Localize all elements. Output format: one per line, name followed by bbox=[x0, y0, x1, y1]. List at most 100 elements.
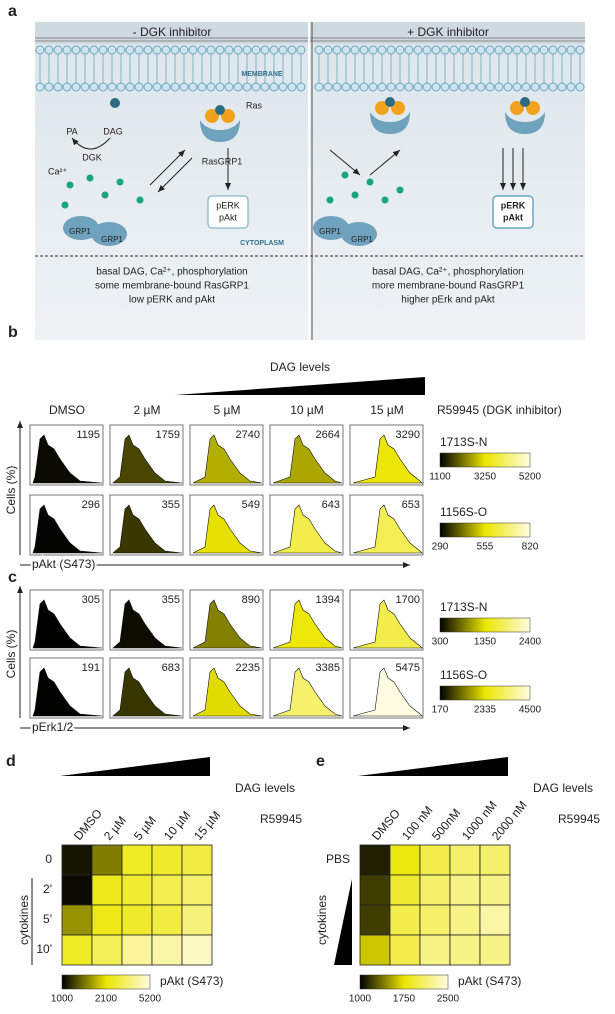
lipid-head bbox=[503, 82, 513, 92]
lipid-head bbox=[116, 45, 126, 55]
arrow bbox=[369, 149, 401, 176]
heatmap-cell bbox=[91, 904, 123, 936]
heatmap-cell bbox=[181, 874, 213, 906]
colorbar bbox=[439, 452, 531, 468]
heatmap-cell bbox=[449, 934, 481, 966]
lipid-head bbox=[377, 82, 387, 92]
lipid-head bbox=[440, 82, 450, 92]
heatmap-cell bbox=[121, 844, 153, 876]
histogram bbox=[352, 599, 423, 649]
value-label: 549 bbox=[242, 499, 260, 511]
grp1 bbox=[313, 216, 349, 240]
colorbar-tick-label: 5200 bbox=[519, 472, 542, 483]
lipid-head bbox=[413, 45, 423, 55]
lipid-head bbox=[332, 82, 342, 92]
lipid-head bbox=[332, 45, 342, 55]
ras-rasgrp1 bbox=[375, 101, 389, 115]
colorbar-tick-label: 290 bbox=[432, 542, 449, 553]
condition-label: DMSO bbox=[49, 403, 85, 417]
lipid-head bbox=[404, 82, 414, 92]
lipid-head bbox=[449, 82, 459, 92]
histogram bbox=[112, 504, 183, 554]
lipid-head bbox=[143, 82, 153, 92]
histogram bbox=[112, 599, 183, 649]
cell-line-label: 1156S-O bbox=[440, 505, 487, 519]
heatmap-cell bbox=[61, 874, 93, 906]
lipid-head bbox=[548, 45, 558, 55]
lipid-head bbox=[107, 82, 117, 92]
lipid-head bbox=[188, 45, 198, 55]
lipid-head bbox=[98, 82, 108, 92]
dgk-arrow bbox=[71, 137, 111, 150]
lipid-head bbox=[35, 45, 45, 55]
histogram bbox=[32, 667, 103, 717]
heatmap-cell bbox=[121, 874, 153, 906]
histogram bbox=[192, 504, 263, 554]
lipid-head bbox=[251, 82, 261, 92]
lipid-head bbox=[143, 45, 153, 55]
label: more membrane-bound RasGRP1 bbox=[372, 281, 525, 292]
value-label: 1700 bbox=[396, 594, 420, 606]
heatmap-cell bbox=[121, 904, 153, 936]
condition-label: 15 µM bbox=[191, 808, 223, 843]
histogram bbox=[272, 667, 343, 717]
lipid-head bbox=[494, 82, 504, 92]
label: GRP1 bbox=[69, 227, 91, 236]
calcium-ion bbox=[351, 191, 359, 199]
calcium-ion bbox=[61, 201, 69, 209]
label: a bbox=[8, 3, 17, 20]
output-box bbox=[207, 195, 249, 229]
lipid-head bbox=[233, 82, 243, 92]
heatmap-cell bbox=[389, 874, 421, 906]
calcium-ion bbox=[381, 196, 389, 204]
label: R59945 bbox=[558, 812, 600, 826]
label: pAkt bbox=[503, 212, 523, 222]
lipid-head bbox=[503, 45, 513, 55]
heatmap-cell bbox=[151, 934, 183, 966]
colorbar-tick-label: 3250 bbox=[474, 472, 497, 483]
lipid-head bbox=[485, 82, 495, 92]
lipid-head bbox=[377, 45, 387, 55]
panel-a bbox=[35, 22, 585, 340]
histogram bbox=[352, 434, 423, 484]
lipid-head bbox=[206, 45, 216, 55]
lipid-head bbox=[179, 45, 189, 55]
heatmap-cell bbox=[151, 904, 183, 936]
lipid-head bbox=[449, 45, 459, 55]
lipid-head bbox=[341, 45, 351, 55]
histogram bbox=[272, 504, 343, 554]
heatmap-cell bbox=[449, 904, 481, 936]
lipid-head bbox=[251, 45, 261, 55]
lipid-head bbox=[368, 82, 378, 92]
label: R59945 (DGK inhibitor) bbox=[437, 403, 562, 417]
axis-label: Cells (%) bbox=[4, 466, 18, 515]
label: DAG levels bbox=[533, 781, 593, 795]
lipid-head bbox=[278, 82, 288, 92]
heatmap-cell bbox=[151, 844, 183, 876]
lipid-head bbox=[440, 45, 450, 55]
label: GRP1 bbox=[351, 235, 373, 244]
label: basal DAG, Ca²⁺, phosphorylation bbox=[372, 267, 523, 278]
calcium-ion bbox=[116, 178, 124, 186]
lipid-head bbox=[521, 82, 531, 92]
calcium-ion bbox=[136, 196, 144, 204]
lipid-head bbox=[134, 45, 144, 55]
value-label: 2235 bbox=[236, 662, 260, 674]
lipid-head bbox=[215, 45, 225, 55]
dag-wedge bbox=[175, 377, 425, 395]
label: e bbox=[316, 753, 325, 770]
lipid-head bbox=[431, 82, 441, 92]
heatmap-cell bbox=[91, 844, 123, 876]
protein bbox=[370, 112, 410, 134]
heatmap-cell bbox=[359, 904, 391, 936]
lipid-head bbox=[260, 82, 270, 92]
arrow bbox=[157, 157, 193, 193]
value-label: 305 bbox=[82, 594, 100, 606]
cytokine-wedge bbox=[334, 879, 352, 965]
calcium-ion bbox=[66, 181, 74, 189]
ras-rasgrp1 bbox=[221, 109, 235, 123]
lipid-head bbox=[422, 45, 432, 55]
lipid-head bbox=[368, 45, 378, 55]
lipid-head bbox=[197, 45, 207, 55]
lipid-head bbox=[71, 82, 81, 92]
